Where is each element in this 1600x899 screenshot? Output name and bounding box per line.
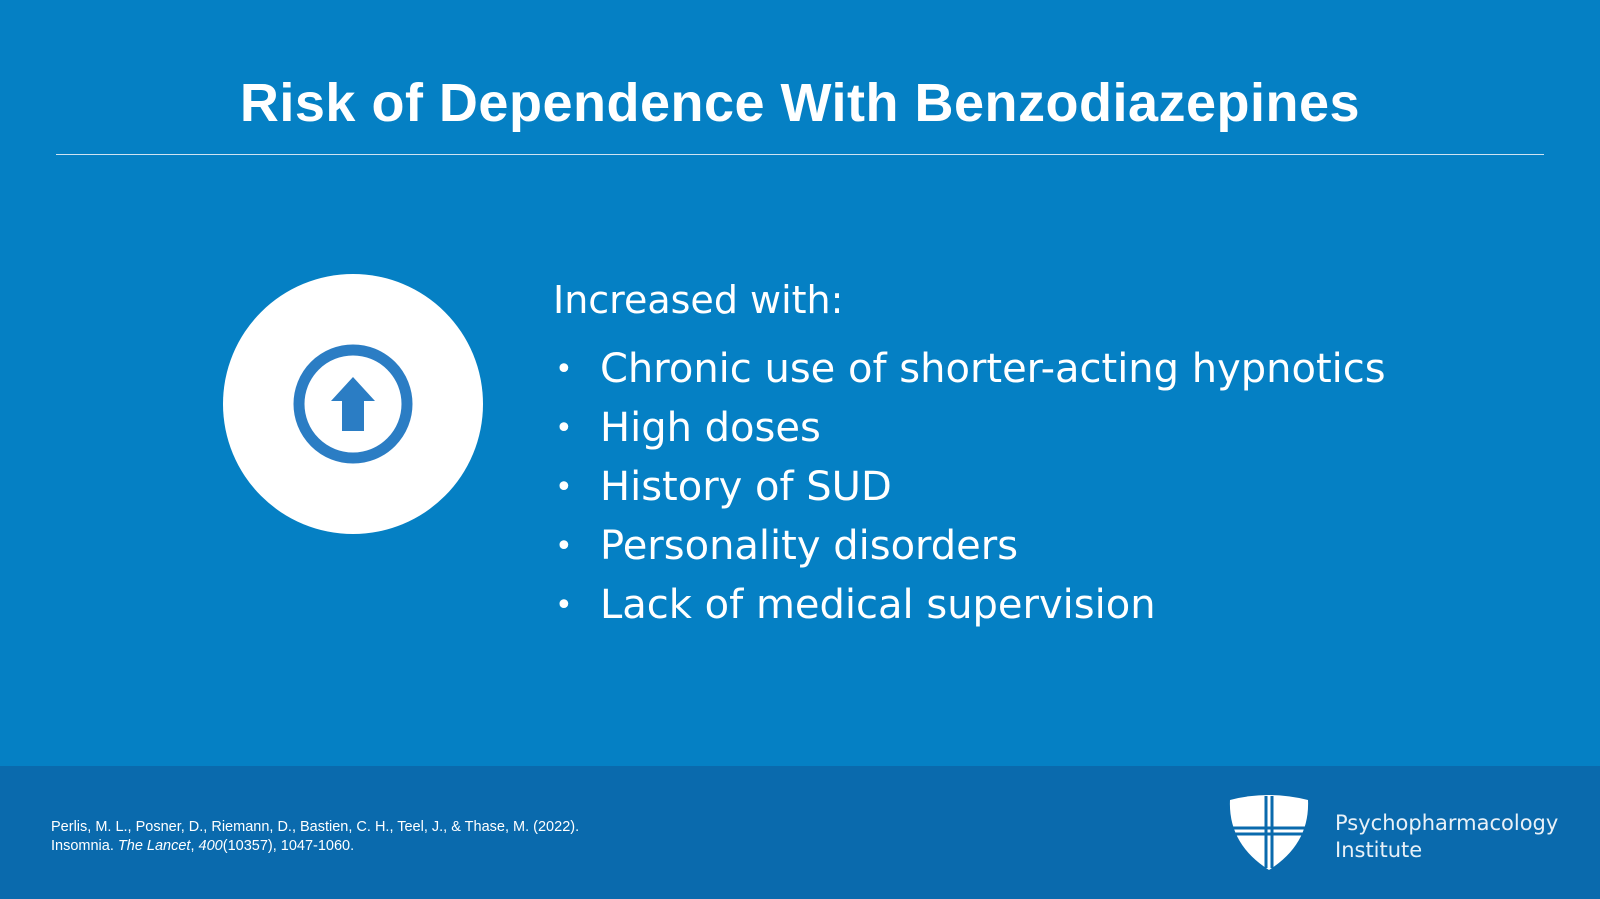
logo-line: Institute <box>1335 838 1423 862</box>
logo-shield <box>1229 795 1309 870</box>
slide-title: Risk of Dependence With Benzodiazepines <box>239 73 1361 133</box>
citation-volume: 400 <box>198 837 223 854</box>
citation-part: , <box>190 837 199 854</box>
bullet: High doses <box>553 399 1386 458</box>
citation-part: Insomnia. <box>51 837 118 854</box>
logo-line: Psychopharmacology <box>1335 811 1559 835</box>
logo-text: Psychopharmacology Institute <box>1335 810 1558 864</box>
citation-part: (10357), 1047-1060. <box>222 837 355 854</box>
bullet: Chronic use of shorter-acting hypnotics <box>553 340 1386 399</box>
title-rule <box>56 154 1544 155</box>
bullet-list: Chronic use of shorter-acting hypnotics … <box>553 340 1386 635</box>
lead-text: Increased with: <box>553 278 844 322</box>
citation: Perlis, M. L., Posner, D., Riemann, D., … <box>51 818 579 855</box>
bullet: Personality disorders <box>553 517 1386 576</box>
bullet: History of SUD <box>553 458 1386 517</box>
citation-line: Perlis, M. L., Posner, D., Riemann, D., … <box>51 819 580 835</box>
bullet: Lack of medical supervision <box>553 576 1386 635</box>
footer: Perlis, M. L., Posner, D., Riemann, D., … <box>0 766 1600 899</box>
citation-line: Insomnia. The Lancet, 400(10357), 1047-1… <box>51 837 579 856</box>
citation-journal: The Lancet <box>117 837 191 854</box>
icon <box>223 274 483 534</box>
